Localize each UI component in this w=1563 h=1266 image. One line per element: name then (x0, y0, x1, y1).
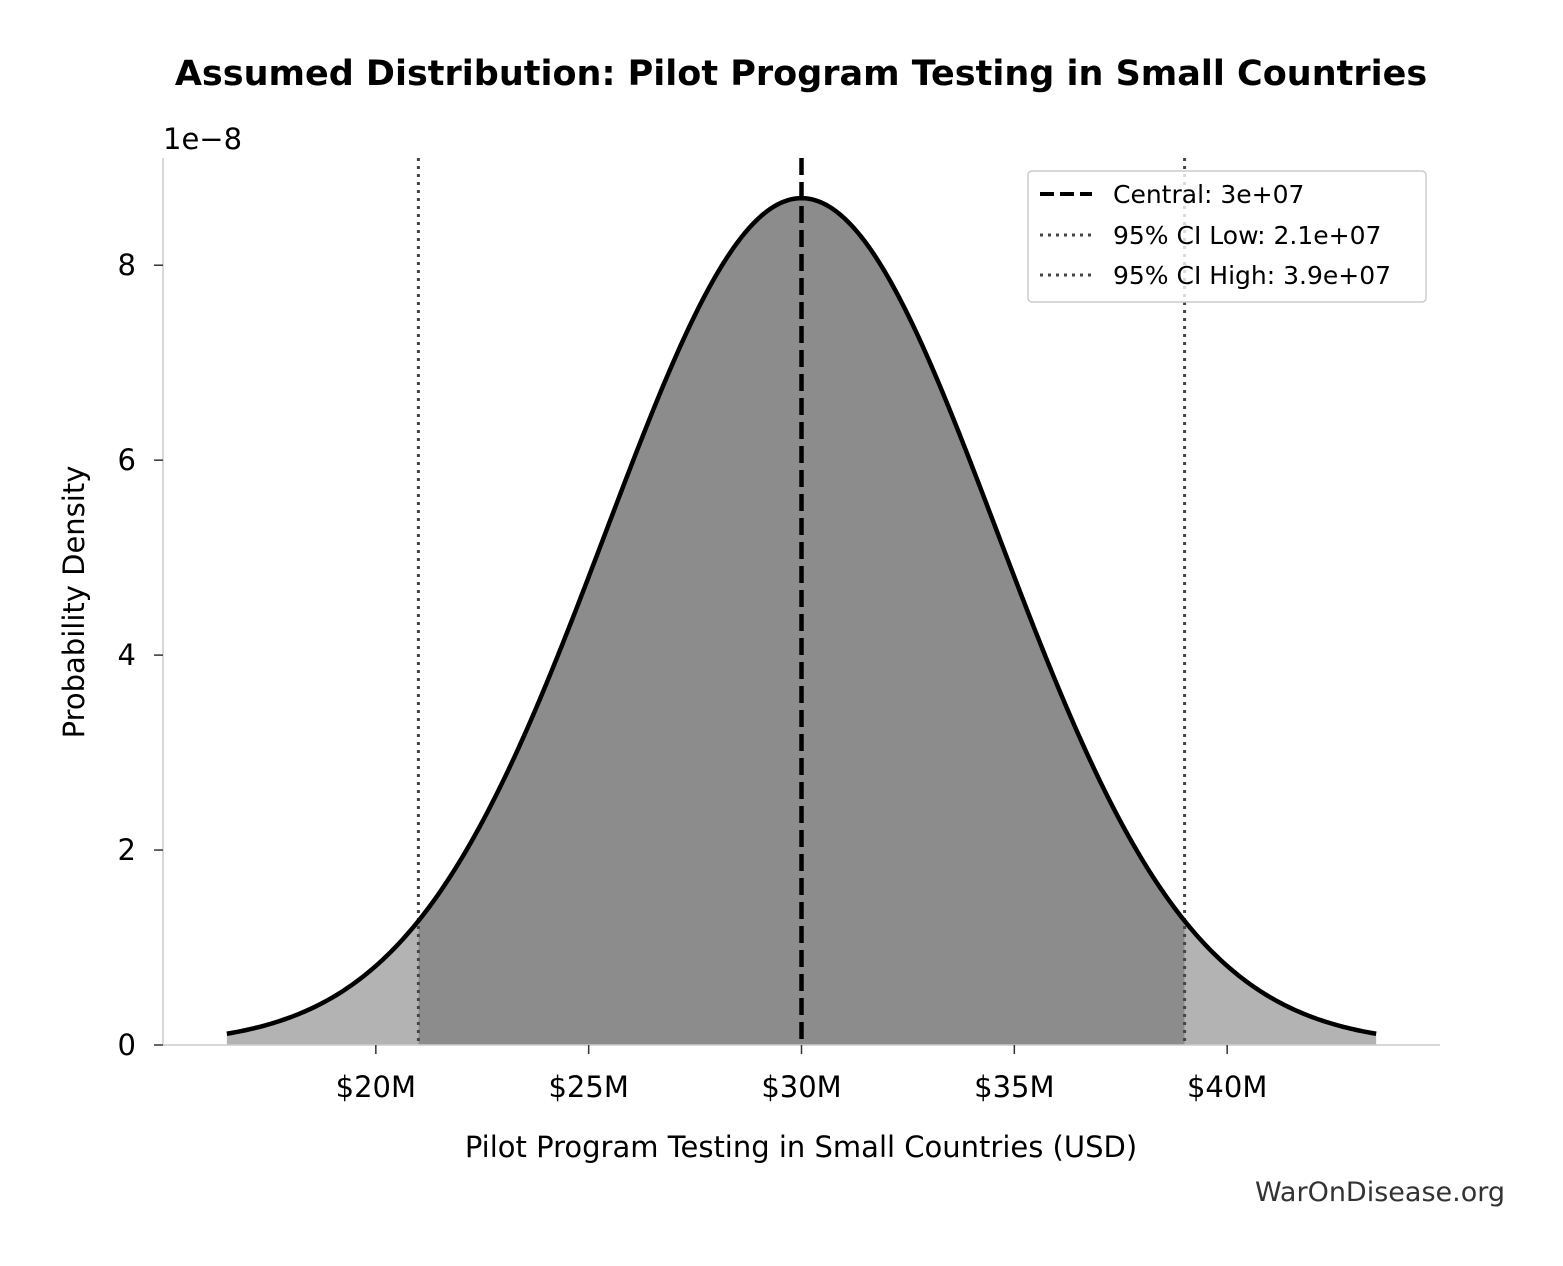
x-tick-label: $25M (548, 1070, 628, 1104)
legend: Central: 3e+07 95% CI Low: 2.1e+07 95% C… (1027, 170, 1427, 303)
y-tick-label: 0 (118, 1028, 136, 1062)
legend-ci-low-label: 95% CI Low: 2.1e+07 (1113, 221, 1381, 250)
legend-ci-high-label: 95% CI High: 3.9e+07 (1113, 261, 1391, 290)
y-axis-label: Probability Density (57, 466, 91, 739)
x-tick-label: $20M (336, 1070, 416, 1104)
x-axis-label: Pilot Program Testing in Small Countries… (465, 1130, 1137, 1164)
y-scale-offset: 1e−8 (163, 122, 242, 156)
left-tail-area (226, 920, 419, 1045)
y-ticks: 0 2 4 6 8 (118, 248, 163, 1062)
y-tick-label: 4 (118, 638, 136, 672)
x-ticks: $20M $25M $30M $35M $40M (336, 1045, 1267, 1104)
y-tick-label: 6 (118, 443, 136, 477)
density-curve (226, 195, 1377, 1036)
chart-title: Assumed Distribution: Pilot Program Test… (175, 54, 1427, 94)
y-tick-label: 8 (118, 248, 136, 282)
x-tick-label: $30M (761, 1070, 841, 1104)
legend-central-label: Central: 3e+07 (1113, 180, 1304, 209)
x-tick-label: $35M (974, 1070, 1054, 1104)
y-tick-label: 2 (118, 833, 136, 867)
x-tick-label: $40M (1187, 1070, 1267, 1104)
plot-area (226, 158, 1377, 1045)
legend-box (1027, 170, 1427, 303)
watermark: WarOnDisease.org (1255, 1177, 1505, 1208)
right-tail-area (1184, 920, 1377, 1045)
